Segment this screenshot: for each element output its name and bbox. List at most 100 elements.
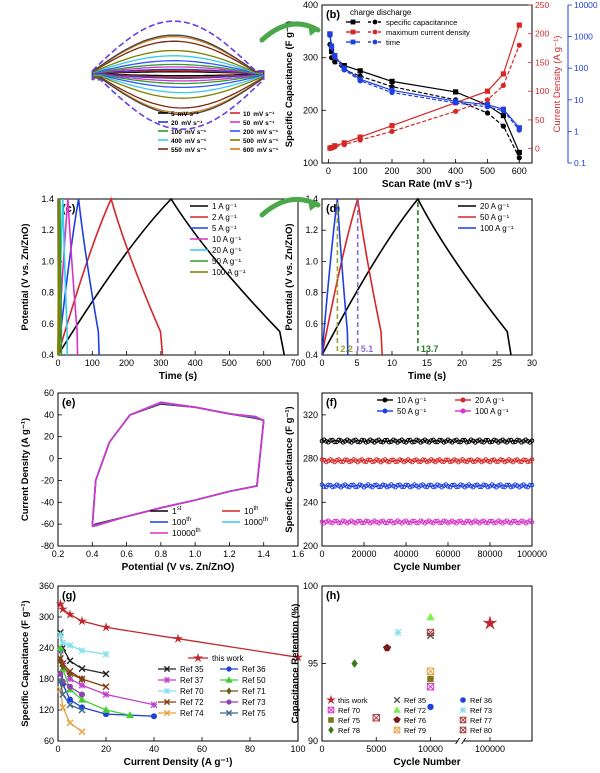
data-point [529,438,535,443]
data-point [363,439,369,445]
x-tick-label: 0 [319,549,324,559]
marker-box [393,726,401,734]
data-point [483,520,489,525]
legend-label: 100th [172,517,191,527]
legend-marker [163,665,171,673]
y-tick-label: 280 [303,454,318,464]
data-point [529,519,535,525]
legend-label: Ref 36 [470,696,492,705]
x-axis-label: Cycle Number [393,757,460,768]
legend-marker [372,39,378,45]
x-tick-label: 200 [384,166,399,176]
legend-value: 1 [172,506,177,516]
legend-label: 100 mV s⁻¹ [171,129,206,136]
data-point [78,647,86,655]
legend-value: 10000 [172,528,196,538]
data-point [515,520,520,526]
data-point [491,437,497,443]
right-tick-label: 200 [535,29,549,39]
y-tick-label: 20 [44,432,54,442]
data-point [510,518,516,524]
x-tick-label: 0 [319,358,324,368]
connector-arrowhead-ab [308,24,318,36]
data-point [66,641,74,649]
x-tick-label: 600 [512,166,527,176]
data-point [173,633,183,643]
data-point [504,482,510,488]
gcd-curve [321,198,383,356]
x-tick-label: 0.2 [52,549,65,559]
y-tick-label: 1.4 [41,194,54,204]
y-axis-label: Specific Capacitance (F g⁻¹) [284,21,295,147]
x-tick-label: 0 [55,358,60,368]
legend-marker [327,706,335,714]
marker-box [372,714,380,722]
series-line [329,35,520,131]
legend-marker [163,676,171,684]
data-point [516,42,522,48]
legend-marker [393,696,401,704]
data-point [326,482,331,488]
x-tick-label: 15 [422,358,432,368]
data-point [433,439,438,445]
y-tick-label: 1.0 [305,256,318,266]
data-point [487,439,493,445]
x-tick-label: 700 [290,358,305,368]
x-axis-label: Potential (V vs. Zn/ZnO) [122,562,235,573]
legend-marker [382,397,388,403]
y-tick-label: -20 [41,475,54,485]
legend-label: Ref 77 [470,716,492,725]
legend-marker [382,408,388,414]
data-point [491,520,497,526]
legend-label: 10000th [172,528,201,538]
data-point [363,518,369,524]
legend-value: 550 [171,147,182,154]
data-point [389,457,394,463]
data-point [332,439,337,445]
plot-frame [57,585,299,742]
data-point [336,520,342,526]
legend-marker [225,709,233,717]
data-point [66,667,74,675]
data-point [449,482,455,488]
marker-box [327,706,335,714]
data-point [347,459,352,465]
data-point [365,457,371,463]
legend-unit: mV s⁻¹ [178,111,199,118]
data-point [516,22,522,28]
data-point [336,437,342,443]
legend-unit: mV s⁻¹ [257,138,278,145]
peak-annotation: 5.1 [361,344,374,354]
legend-value: 400 [171,138,182,145]
data-point [357,137,363,143]
data-point [453,100,459,106]
data-point [428,520,434,525]
legend-label: 550 mV s⁻¹ [171,147,206,154]
right-tick-label: 100 [535,86,549,96]
data-point [427,675,434,683]
data-point [481,482,487,488]
data-point [102,706,110,713]
legend-label: 100 A g⁻¹ [480,224,514,233]
right-axis-label: Current Density (A g⁻¹) [552,36,563,133]
y-tick-label: 1.2 [41,225,54,235]
right-tick-label: 0 [535,144,540,154]
data-point [517,459,522,464]
right2-tick-label: 1 [574,126,579,136]
data-point [65,609,75,619]
data-point [426,482,432,488]
data-point [484,88,491,94]
data-point [57,670,64,677]
legend-marker [226,687,232,695]
data-point [101,622,111,632]
x-tick-label: 300 [153,358,168,368]
legend-marker [393,726,401,734]
data-point [150,701,158,709]
x-tick-label: 0 [326,166,331,176]
legend-sup: th [253,506,258,512]
x-tick-label: 100 [85,358,100,368]
data-point [414,437,419,443]
data-point [447,459,453,465]
y-tick-label: 40 [44,410,54,420]
legend-marker [372,19,378,25]
